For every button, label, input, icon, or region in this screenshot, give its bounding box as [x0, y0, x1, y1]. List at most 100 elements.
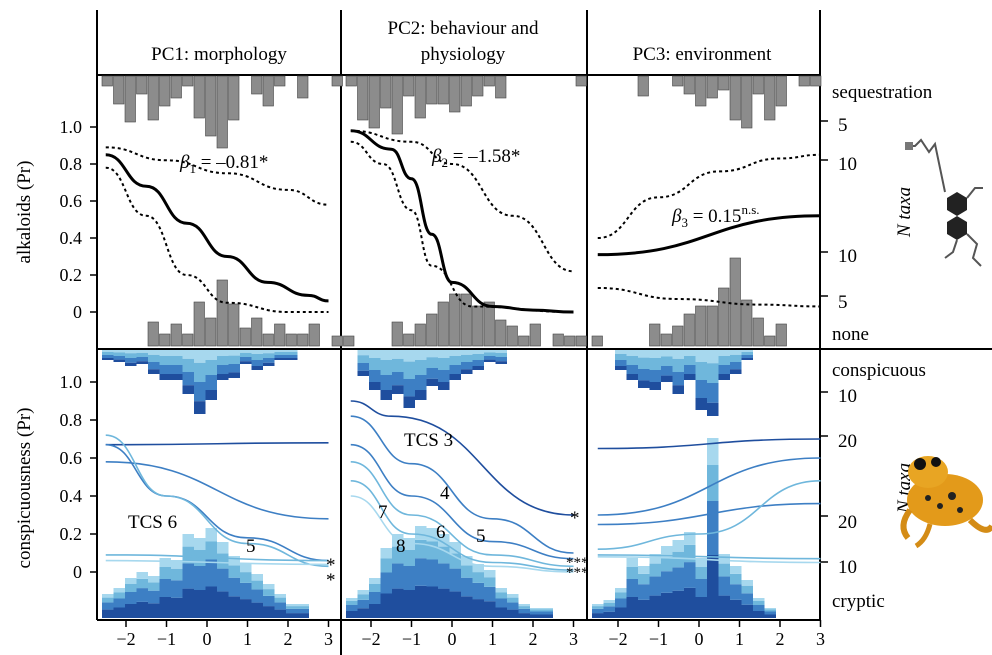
hist-blue — [718, 576, 730, 596]
hist-blue — [136, 350, 148, 353]
series-line — [350, 461, 574, 568]
hist-blue — [461, 369, 473, 374]
hist-blue — [638, 380, 650, 388]
hist-blue — [205, 528, 217, 542]
hist-blue — [136, 352, 148, 357]
hist-blue — [346, 598, 358, 601]
hist-blue — [194, 590, 206, 618]
y-tick-label: 0.4 — [60, 486, 83, 506]
hist-blue — [495, 357, 507, 362]
hist-bar — [672, 75, 684, 87]
hist-bar — [672, 325, 684, 347]
hist-blue — [369, 382, 381, 390]
hist-blue — [369, 578, 381, 584]
hist-blue — [684, 350, 696, 356]
hist-bar — [775, 323, 787, 347]
hist-blue — [205, 586, 217, 618]
hist-blue — [217, 350, 229, 356]
hist-blue — [718, 356, 730, 365]
frog-icon — [900, 456, 992, 549]
hist-blue — [461, 350, 473, 355]
hist-blue — [615, 598, 627, 608]
hist-blue — [438, 534, 450, 547]
hist-blue — [148, 576, 160, 583]
hist-blue — [171, 597, 183, 618]
hist-blue — [649, 576, 661, 596]
y-tick-label: 1.0 — [60, 117, 83, 137]
hist-blue — [695, 380, 707, 398]
hist-blue — [661, 375, 673, 382]
hist-blue — [113, 359, 125, 362]
hist-blue — [159, 365, 171, 374]
hist-bar — [193, 301, 205, 347]
hist-blue — [753, 605, 765, 611]
hist-blue — [369, 350, 381, 358]
hist-blue — [171, 365, 183, 374]
x-tick-label: 0 — [203, 629, 212, 649]
hist-blue — [357, 594, 369, 600]
hist-blue — [741, 350, 753, 352]
hist-blue — [684, 544, 696, 563]
hist-blue — [240, 361, 252, 364]
hist-blue — [171, 356, 183, 365]
hist-bar — [495, 319, 507, 347]
hist-bar — [205, 75, 217, 137]
series-line — [105, 443, 329, 562]
hist-blue — [102, 350, 114, 352]
hist-bar — [683, 75, 695, 95]
hist-blue — [592, 606, 604, 609]
hist-blue — [357, 363, 369, 371]
hist-blue — [461, 577, 473, 597]
hist-blue — [626, 365, 638, 374]
hist-blue — [495, 592, 507, 599]
hist-bar — [285, 333, 297, 347]
hist-blue — [764, 609, 776, 612]
label-tcs3: TCS 3 — [404, 430, 453, 451]
hist-blue — [461, 556, 473, 566]
hist-blue — [741, 585, 753, 594]
hist-blue — [626, 597, 638, 618]
hist-bar — [552, 333, 564, 347]
hist-blue — [718, 554, 730, 564]
series-line — [350, 495, 574, 573]
hist-blue — [205, 360, 217, 375]
hist-blue — [159, 597, 171, 618]
y-tick-label: 0.8 — [60, 154, 83, 174]
hist-bar — [810, 75, 822, 87]
right-tick-b-bot-10: 10 — [838, 557, 857, 578]
hist-blue — [205, 541, 217, 560]
hist-bar — [414, 75, 426, 119]
hist-blue — [530, 608, 542, 610]
hist-blue — [274, 594, 286, 598]
hist-blue — [148, 369, 160, 374]
hist-blue — [263, 353, 275, 358]
hist-blue — [764, 611, 776, 615]
panel-title-pc3: PC3: environment — [633, 44, 773, 65]
hist-blue — [741, 580, 753, 586]
hist-blue — [695, 558, 707, 567]
panel-title-pc2-line1: PC2: behaviour and — [388, 18, 539, 39]
hist-blue — [251, 350, 263, 354]
hist-blue — [136, 588, 148, 602]
hist-blue — [194, 382, 206, 402]
hist-blue — [297, 613, 309, 618]
hist-bar — [775, 75, 787, 107]
hist-blue — [730, 362, 742, 370]
hist-blue — [741, 593, 753, 605]
hist-blue — [707, 383, 719, 403]
hist-blue — [251, 589, 263, 603]
right-tick-bot-5: 5 — [838, 292, 848, 313]
hist-blue — [251, 580, 263, 590]
hist-blue — [182, 563, 194, 589]
hist-blue — [297, 604, 309, 607]
hist-bar — [506, 325, 518, 347]
hist-bar — [426, 313, 438, 347]
hist-blue — [684, 562, 696, 588]
hist-blue — [136, 361, 148, 364]
x-tick-label: −1 — [402, 629, 421, 649]
series-line — [105, 461, 329, 520]
hist-blue — [661, 592, 673, 618]
hist-blue — [449, 374, 461, 380]
hist-blue — [159, 374, 171, 380]
hist-blue — [182, 588, 194, 618]
